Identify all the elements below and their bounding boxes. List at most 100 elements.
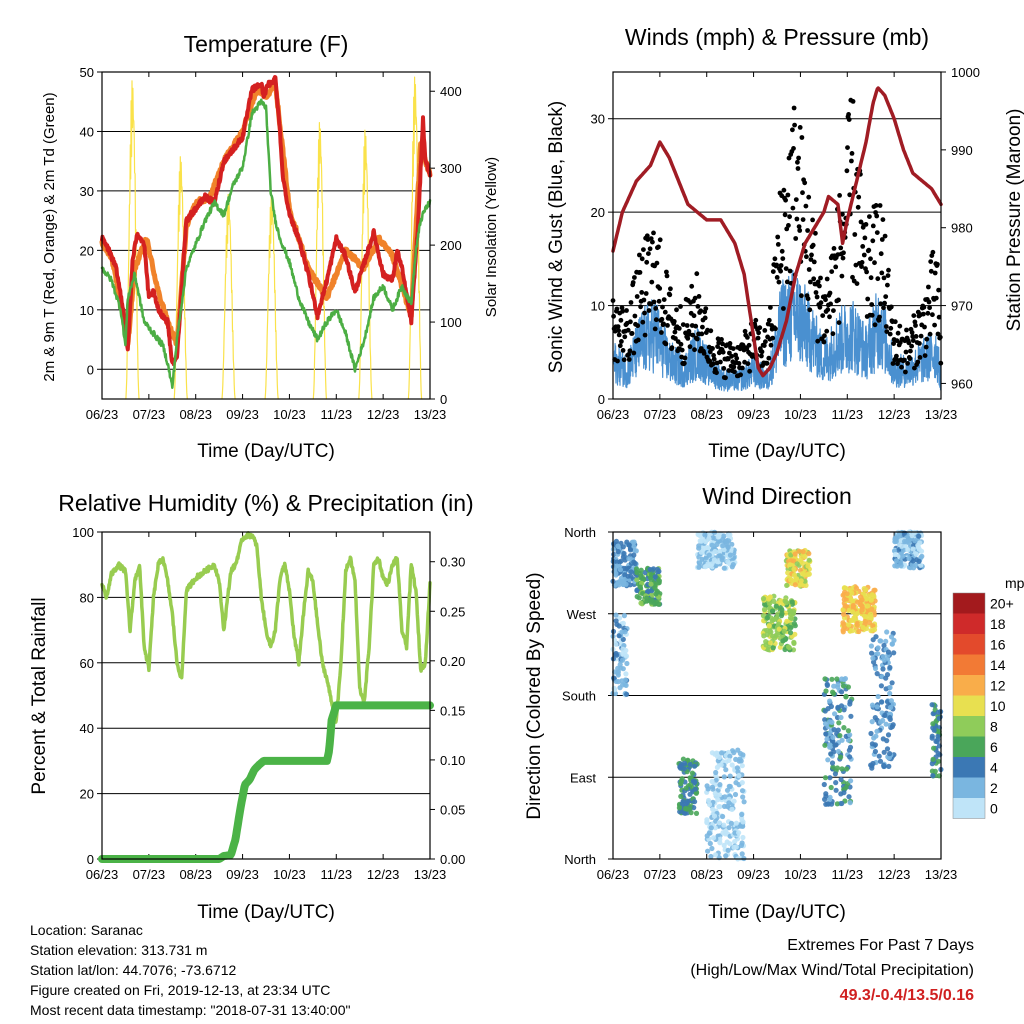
colorbar-swatch xyxy=(953,777,985,798)
gust-point xyxy=(818,300,824,306)
direction-point xyxy=(931,727,937,733)
gust-point xyxy=(930,312,935,318)
direction-point xyxy=(823,793,829,799)
direction-point xyxy=(784,618,790,624)
gust-point xyxy=(682,360,687,366)
gust-point xyxy=(710,361,716,367)
gust-point xyxy=(678,341,684,347)
direction-point xyxy=(881,642,887,649)
y-tick-label: 80 xyxy=(80,590,94,605)
direction-point xyxy=(727,773,733,779)
y2-tick-label: 0 xyxy=(440,392,447,407)
gust-point xyxy=(815,338,821,344)
gust-point xyxy=(873,203,879,208)
direction-point xyxy=(856,628,862,635)
gust-point xyxy=(921,304,927,310)
gust-point xyxy=(793,236,799,241)
gust-point xyxy=(644,233,650,239)
direction-point xyxy=(768,629,774,635)
gust-point xyxy=(680,322,686,327)
direction-point xyxy=(779,611,785,617)
direction-point xyxy=(883,686,889,692)
direction-point xyxy=(625,573,631,579)
gust-point xyxy=(723,375,728,381)
direction-point xyxy=(652,585,658,591)
y2-tick-label: 0.25 xyxy=(440,604,465,619)
gust-point xyxy=(808,279,813,285)
direction-point xyxy=(913,551,919,557)
gust-point xyxy=(707,358,713,364)
direction-point xyxy=(729,806,735,813)
direction-point xyxy=(739,851,745,857)
direction-point xyxy=(802,578,808,584)
direction-point xyxy=(739,780,745,786)
plot-border xyxy=(101,531,431,860)
direction-point xyxy=(847,744,854,751)
direction-point xyxy=(866,619,873,626)
gust-point xyxy=(837,193,842,198)
gust-point xyxy=(698,308,704,314)
gust-point xyxy=(634,294,640,299)
direction-point xyxy=(840,683,847,689)
gust-point xyxy=(682,355,688,361)
direction-point xyxy=(761,606,768,613)
colorbar-swatch xyxy=(953,695,985,716)
direction-point xyxy=(634,587,640,594)
gust-point xyxy=(935,261,940,267)
gust-point xyxy=(858,219,864,225)
direction-point xyxy=(769,618,775,624)
direction-point xyxy=(887,664,893,671)
direction-point xyxy=(910,558,916,564)
gust-point xyxy=(618,317,624,323)
direction-point xyxy=(871,627,878,633)
gust-point xyxy=(800,217,806,223)
direction-point xyxy=(830,764,836,770)
direction-point xyxy=(727,841,733,847)
gust-point xyxy=(692,295,698,301)
gust-point xyxy=(786,223,791,228)
direction-point xyxy=(885,649,892,655)
y2-tick-label: 980 xyxy=(951,221,973,236)
direction-point xyxy=(834,676,840,682)
direction-point xyxy=(776,626,782,632)
gust-point xyxy=(864,269,869,275)
colorbar-swatch xyxy=(953,634,985,655)
gust-point xyxy=(726,368,732,373)
gust-point xyxy=(720,349,726,355)
gust-point xyxy=(774,262,779,268)
direction-point xyxy=(854,622,860,628)
direction-point xyxy=(709,845,715,852)
gust-point xyxy=(869,312,875,318)
gust-point xyxy=(661,321,666,327)
y-tick-label: 40 xyxy=(80,721,94,736)
x-tick-label: 10/23 xyxy=(273,867,306,882)
direction-point xyxy=(901,530,908,536)
direction-point xyxy=(887,704,894,711)
gust-point xyxy=(647,246,653,252)
gust-point xyxy=(738,372,743,378)
direction-point xyxy=(634,577,640,583)
direction-point xyxy=(827,742,833,748)
direction-point xyxy=(875,651,881,657)
direction-point xyxy=(884,746,891,752)
gust-point xyxy=(870,223,876,229)
direction-point xyxy=(618,558,624,564)
colorbar-unit: mph xyxy=(1005,575,1024,591)
direction-point xyxy=(888,634,895,640)
direction-point xyxy=(838,754,844,760)
direction-point xyxy=(637,584,643,590)
gust-point xyxy=(917,341,922,346)
direction-point xyxy=(731,798,737,804)
direction-point xyxy=(869,719,875,725)
gust-point xyxy=(624,308,629,313)
gust-point xyxy=(775,242,781,247)
gust-point xyxy=(872,322,878,328)
direction-point xyxy=(696,532,702,538)
direction-point xyxy=(912,538,918,544)
direction-point xyxy=(719,555,726,561)
direction-point xyxy=(792,551,798,557)
direction-point xyxy=(870,637,876,643)
direction-point xyxy=(699,556,705,562)
gust-point xyxy=(710,346,715,351)
insolation-ylabel: Solar Insolation (Yellow) xyxy=(483,157,500,317)
